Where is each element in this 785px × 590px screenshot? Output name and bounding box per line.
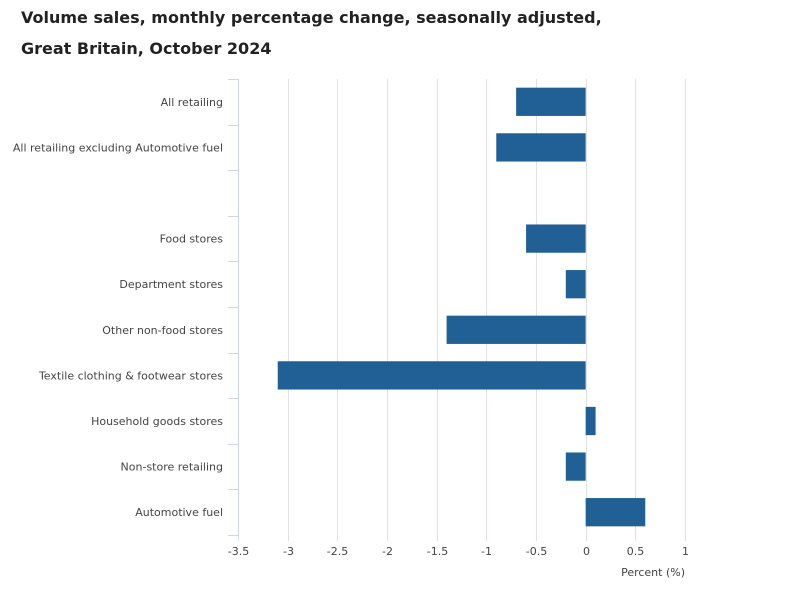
category-label: Textile clothing & footwear stores xyxy=(38,369,223,382)
chart-title: Volume sales, monthly percentage change,… xyxy=(21,8,602,58)
bars xyxy=(277,87,646,527)
bar[interactable] xyxy=(516,87,586,116)
category-label: All retailing xyxy=(161,96,223,109)
x-axis-ticks: -3.5 -3 -2.5 -2 -1.5 -1 -0.5 0 0.5 1 xyxy=(228,545,689,558)
x-tick-label: -2.5 xyxy=(327,545,348,558)
x-axis-title: Percent (%) xyxy=(621,566,685,579)
x-tick-label: -3 xyxy=(283,545,294,558)
x-tick-label: -2 xyxy=(382,545,393,558)
category-axis xyxy=(228,79,239,536)
bar[interactable] xyxy=(496,133,586,162)
category-label: Food stores xyxy=(160,233,224,246)
bar[interactable] xyxy=(585,406,596,436)
category-label: Other non-food stores xyxy=(102,324,223,337)
x-tick-label: 0 xyxy=(583,545,590,558)
x-tick-label: -0.5 xyxy=(526,545,547,558)
gridlines xyxy=(238,79,686,541)
bar[interactable] xyxy=(277,361,586,390)
bar[interactable] xyxy=(565,452,586,481)
x-tick-label: -1.5 xyxy=(427,545,448,558)
x-tick-label: 1 xyxy=(682,545,689,558)
category-label: Automotive fuel xyxy=(135,506,223,519)
bar[interactable] xyxy=(526,224,586,253)
x-tick-label: -3.5 xyxy=(228,545,249,558)
bar[interactable] xyxy=(446,315,586,344)
bar[interactable] xyxy=(565,270,586,299)
category-label: Non-store retailing xyxy=(121,461,223,474)
category-label: Household goods stores xyxy=(91,415,223,428)
bar[interactable] xyxy=(585,498,646,527)
category-labels: All retailing All retailing excluding Aut… xyxy=(13,96,223,519)
category-label: Department stores xyxy=(119,278,223,291)
category-label: All retailing excluding Automotive fuel xyxy=(13,141,223,154)
x-tick-label: -1 xyxy=(481,545,492,558)
x-tick-label: 0.5 xyxy=(627,545,645,558)
